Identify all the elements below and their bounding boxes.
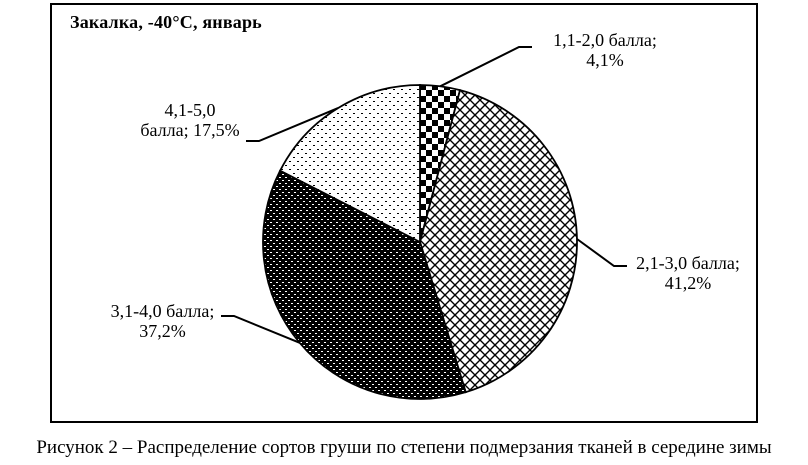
slice-callout-4-1-5-0: 4,1-5,0 балла; 17,5% [120,100,260,140]
callout-percent: 37,2% [139,321,186,341]
pie-slices-group [262,84,578,400]
leader-line-1 [576,238,627,267]
pie-slice-1 [419,89,578,394]
callout-label: 1,1-2,0 балла; [553,30,657,50]
leader-line-3 [246,107,339,142]
leader-line-2 [221,315,301,344]
leader-line-0 [439,46,532,88]
figure-caption: Рисунок 2 – Распределение сортов груши п… [36,437,772,458]
leader-lines-group [221,46,627,344]
callout-percent: балла; 17,5% [140,120,240,140]
chart-title: Закалка, -40°С, январь [70,12,262,32]
callout-label: 3,1-4,0 балла; [110,301,215,321]
callout-percent: 4,1% [586,50,624,70]
slice-callout-1-1-2-0: 1,1-2,0 балла; 4,1% [515,30,695,70]
callout-percent: 41,2% [664,273,712,293]
slice-callout-2-1-3-0: 2,1-3,0 балла; 41,2% [618,253,758,293]
callout-label: 2,1-3,0 балла; [636,253,740,273]
callout-label: 4,1-5,0 [164,100,216,120]
slice-callout-3-1-4-0: 3,1-4,0 балла; 37,2% [90,301,235,341]
